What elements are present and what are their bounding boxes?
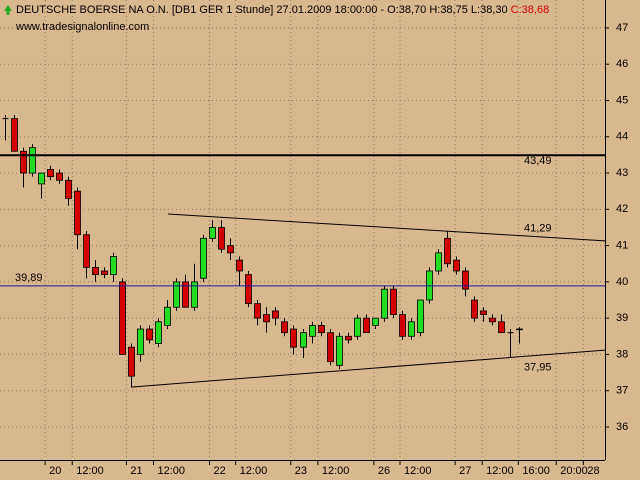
y-tick-label: 40 bbox=[616, 276, 628, 288]
candle-body bbox=[453, 259, 460, 272]
candle-body bbox=[218, 227, 225, 250]
x-tick-label: 26 bbox=[378, 465, 390, 477]
candle-body bbox=[480, 310, 487, 315]
candle-body bbox=[471, 299, 478, 319]
up-icon bbox=[4, 5, 12, 11]
candle-body bbox=[444, 237, 451, 265]
candle-body bbox=[74, 190, 81, 236]
candle-body bbox=[327, 332, 334, 363]
candle-body bbox=[47, 169, 54, 178]
y-tick-label: 39 bbox=[616, 312, 628, 324]
y-tick-label: 43 bbox=[616, 167, 628, 179]
subtitle: www.tradesignalonline.com bbox=[15, 21, 149, 33]
x-tick-label: 12:00 bbox=[240, 465, 268, 477]
candle-body bbox=[65, 179, 72, 199]
candle-body bbox=[155, 321, 162, 344]
y-tick-label: 38 bbox=[616, 348, 628, 360]
y-tick-label: 42 bbox=[616, 203, 628, 215]
candle-body bbox=[462, 270, 469, 290]
candle-body bbox=[20, 150, 27, 174]
candle-body bbox=[345, 335, 352, 341]
candle-body bbox=[489, 317, 496, 323]
candle-body bbox=[408, 321, 415, 337]
candle-body bbox=[381, 288, 388, 319]
candle-body bbox=[137, 328, 144, 355]
candle-body bbox=[372, 317, 379, 326]
y-tick-label: 41 bbox=[616, 240, 628, 252]
candle-body bbox=[318, 325, 325, 334]
candle-body bbox=[399, 314, 406, 337]
candle-body bbox=[417, 299, 424, 334]
candle-body bbox=[263, 314, 270, 323]
x-tick-label: 12:00 bbox=[322, 465, 350, 477]
x-tick-label: 12:00 bbox=[76, 465, 104, 477]
candle-body bbox=[128, 346, 135, 377]
x-tick-label: 12:00 bbox=[158, 465, 186, 477]
title-text: DEUTSCHE BOERSE NA O.N. [DB1 GER 1 Stund… bbox=[16, 4, 508, 16]
candle-body bbox=[101, 270, 108, 276]
candle-body bbox=[254, 303, 261, 319]
candle-body bbox=[227, 245, 234, 254]
candle-body bbox=[272, 310, 279, 319]
y-tick-label: 44 bbox=[616, 131, 628, 143]
candle-body bbox=[200, 237, 207, 279]
chart-title: DEUTSCHE BOERSE NA O.N. [DB1 GER 1 Stund… bbox=[16, 4, 549, 16]
x-tick-label: 12:00 bbox=[404, 465, 432, 477]
candle-body bbox=[300, 332, 307, 348]
title-close: C:38,68 bbox=[511, 4, 550, 16]
candle-body bbox=[336, 335, 343, 366]
y-tick-label: 47 bbox=[616, 22, 628, 34]
level-label: 37,95 bbox=[524, 361, 552, 373]
candle-body bbox=[182, 281, 189, 308]
candle-body bbox=[498, 321, 505, 334]
candle-body bbox=[281, 321, 288, 334]
candle-body bbox=[83, 234, 90, 268]
candle-body bbox=[390, 288, 397, 315]
y-tick-label: 45 bbox=[616, 94, 628, 106]
candle-body bbox=[38, 172, 45, 185]
x-tick-label: 12:00 bbox=[486, 465, 514, 477]
candle-body bbox=[146, 328, 153, 341]
candle-body bbox=[164, 306, 171, 326]
candle-body bbox=[119, 281, 126, 355]
candle-body bbox=[354, 317, 361, 337]
x-tick-label: 28 bbox=[587, 465, 599, 477]
candle-body bbox=[290, 328, 297, 348]
level-label: 43,49 bbox=[524, 155, 552, 167]
candle-body bbox=[11, 118, 18, 152]
candle-body bbox=[191, 281, 198, 308]
x-tick-label: 20:00 bbox=[560, 465, 588, 477]
x-tick-label: 16:00 bbox=[522, 465, 550, 477]
candle-body bbox=[435, 252, 442, 272]
candle-body bbox=[236, 259, 243, 272]
x-tick-label: 23 bbox=[295, 465, 307, 477]
up-icon bbox=[6, 10, 10, 15]
level-label: 39,89 bbox=[15, 272, 43, 284]
candle-body bbox=[29, 147, 36, 174]
candle-body bbox=[110, 256, 117, 276]
y-tick-label: 36 bbox=[616, 421, 628, 433]
candle-body bbox=[173, 281, 180, 308]
y-tick-label: 46 bbox=[616, 58, 628, 70]
candle-body bbox=[209, 227, 216, 239]
x-tick-label: 21 bbox=[130, 465, 142, 477]
x-tick-label: 22 bbox=[213, 465, 225, 477]
level-line bbox=[167, 213, 606, 242]
candle-body bbox=[363, 317, 370, 334]
candle-body bbox=[309, 325, 316, 337]
level-label: 41,29 bbox=[524, 223, 552, 235]
x-tick-label: 27 bbox=[459, 465, 471, 477]
x-tick-label: 20 bbox=[49, 465, 61, 477]
candle-body bbox=[245, 274, 252, 305]
candle-body bbox=[56, 172, 63, 181]
level-line bbox=[130, 349, 606, 388]
candle-body bbox=[92, 266, 99, 276]
y-tick-label: 37 bbox=[616, 385, 628, 397]
candle-body bbox=[516, 328, 523, 331]
